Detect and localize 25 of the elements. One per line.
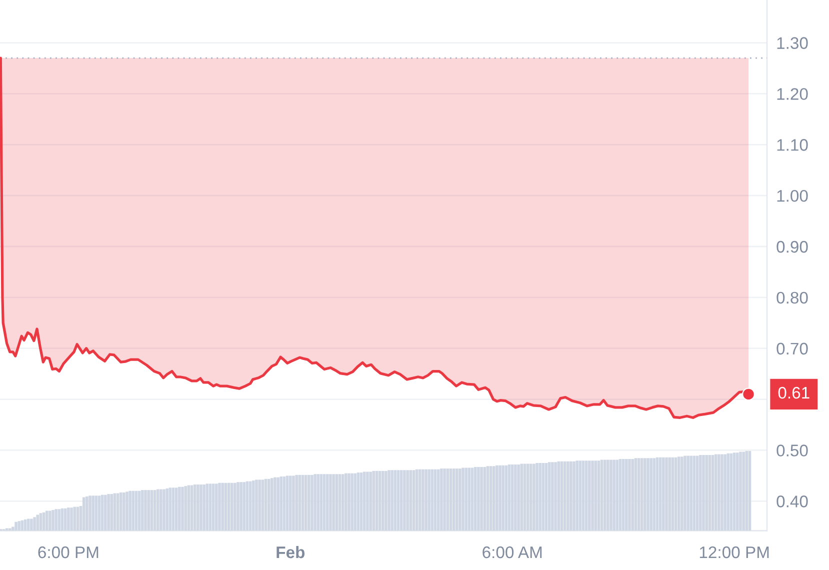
bar	[748, 451, 752, 531]
y-tick-label: 1.10	[777, 139, 808, 151]
bar	[394, 470, 397, 531]
bar	[396, 470, 400, 531]
annotation: 0.61	[778, 386, 810, 399]
y-tick-label: 0.50	[776, 444, 808, 456]
y-tick-label: 0.90	[776, 240, 808, 253]
y-tick-label: 0.80	[776, 292, 808, 304]
y-tick-label: 0.70	[776, 342, 808, 355]
bar	[82, 497, 86, 531]
y-tick-label: 1.30	[777, 37, 808, 49]
x-tick-label: 12:00 PM	[700, 546, 769, 558]
bar	[341, 474, 344, 531]
y-tick-label: 1.20	[777, 88, 808, 100]
y-tick-label: 1.00	[777, 190, 808, 202]
y-tick-label: 0.40	[776, 496, 808, 508]
bar	[94, 496, 98, 531]
x-tick-label: Feb	[276, 546, 305, 558]
bar	[282, 476, 286, 531]
bar	[14, 522, 18, 531]
x-tick-label: 6:00 PM	[38, 546, 98, 558]
bar	[98, 496, 101, 531]
x-tick-label: 6:00 AM	[482, 546, 542, 558]
bar	[338, 474, 342, 531]
bar	[286, 476, 289, 531]
